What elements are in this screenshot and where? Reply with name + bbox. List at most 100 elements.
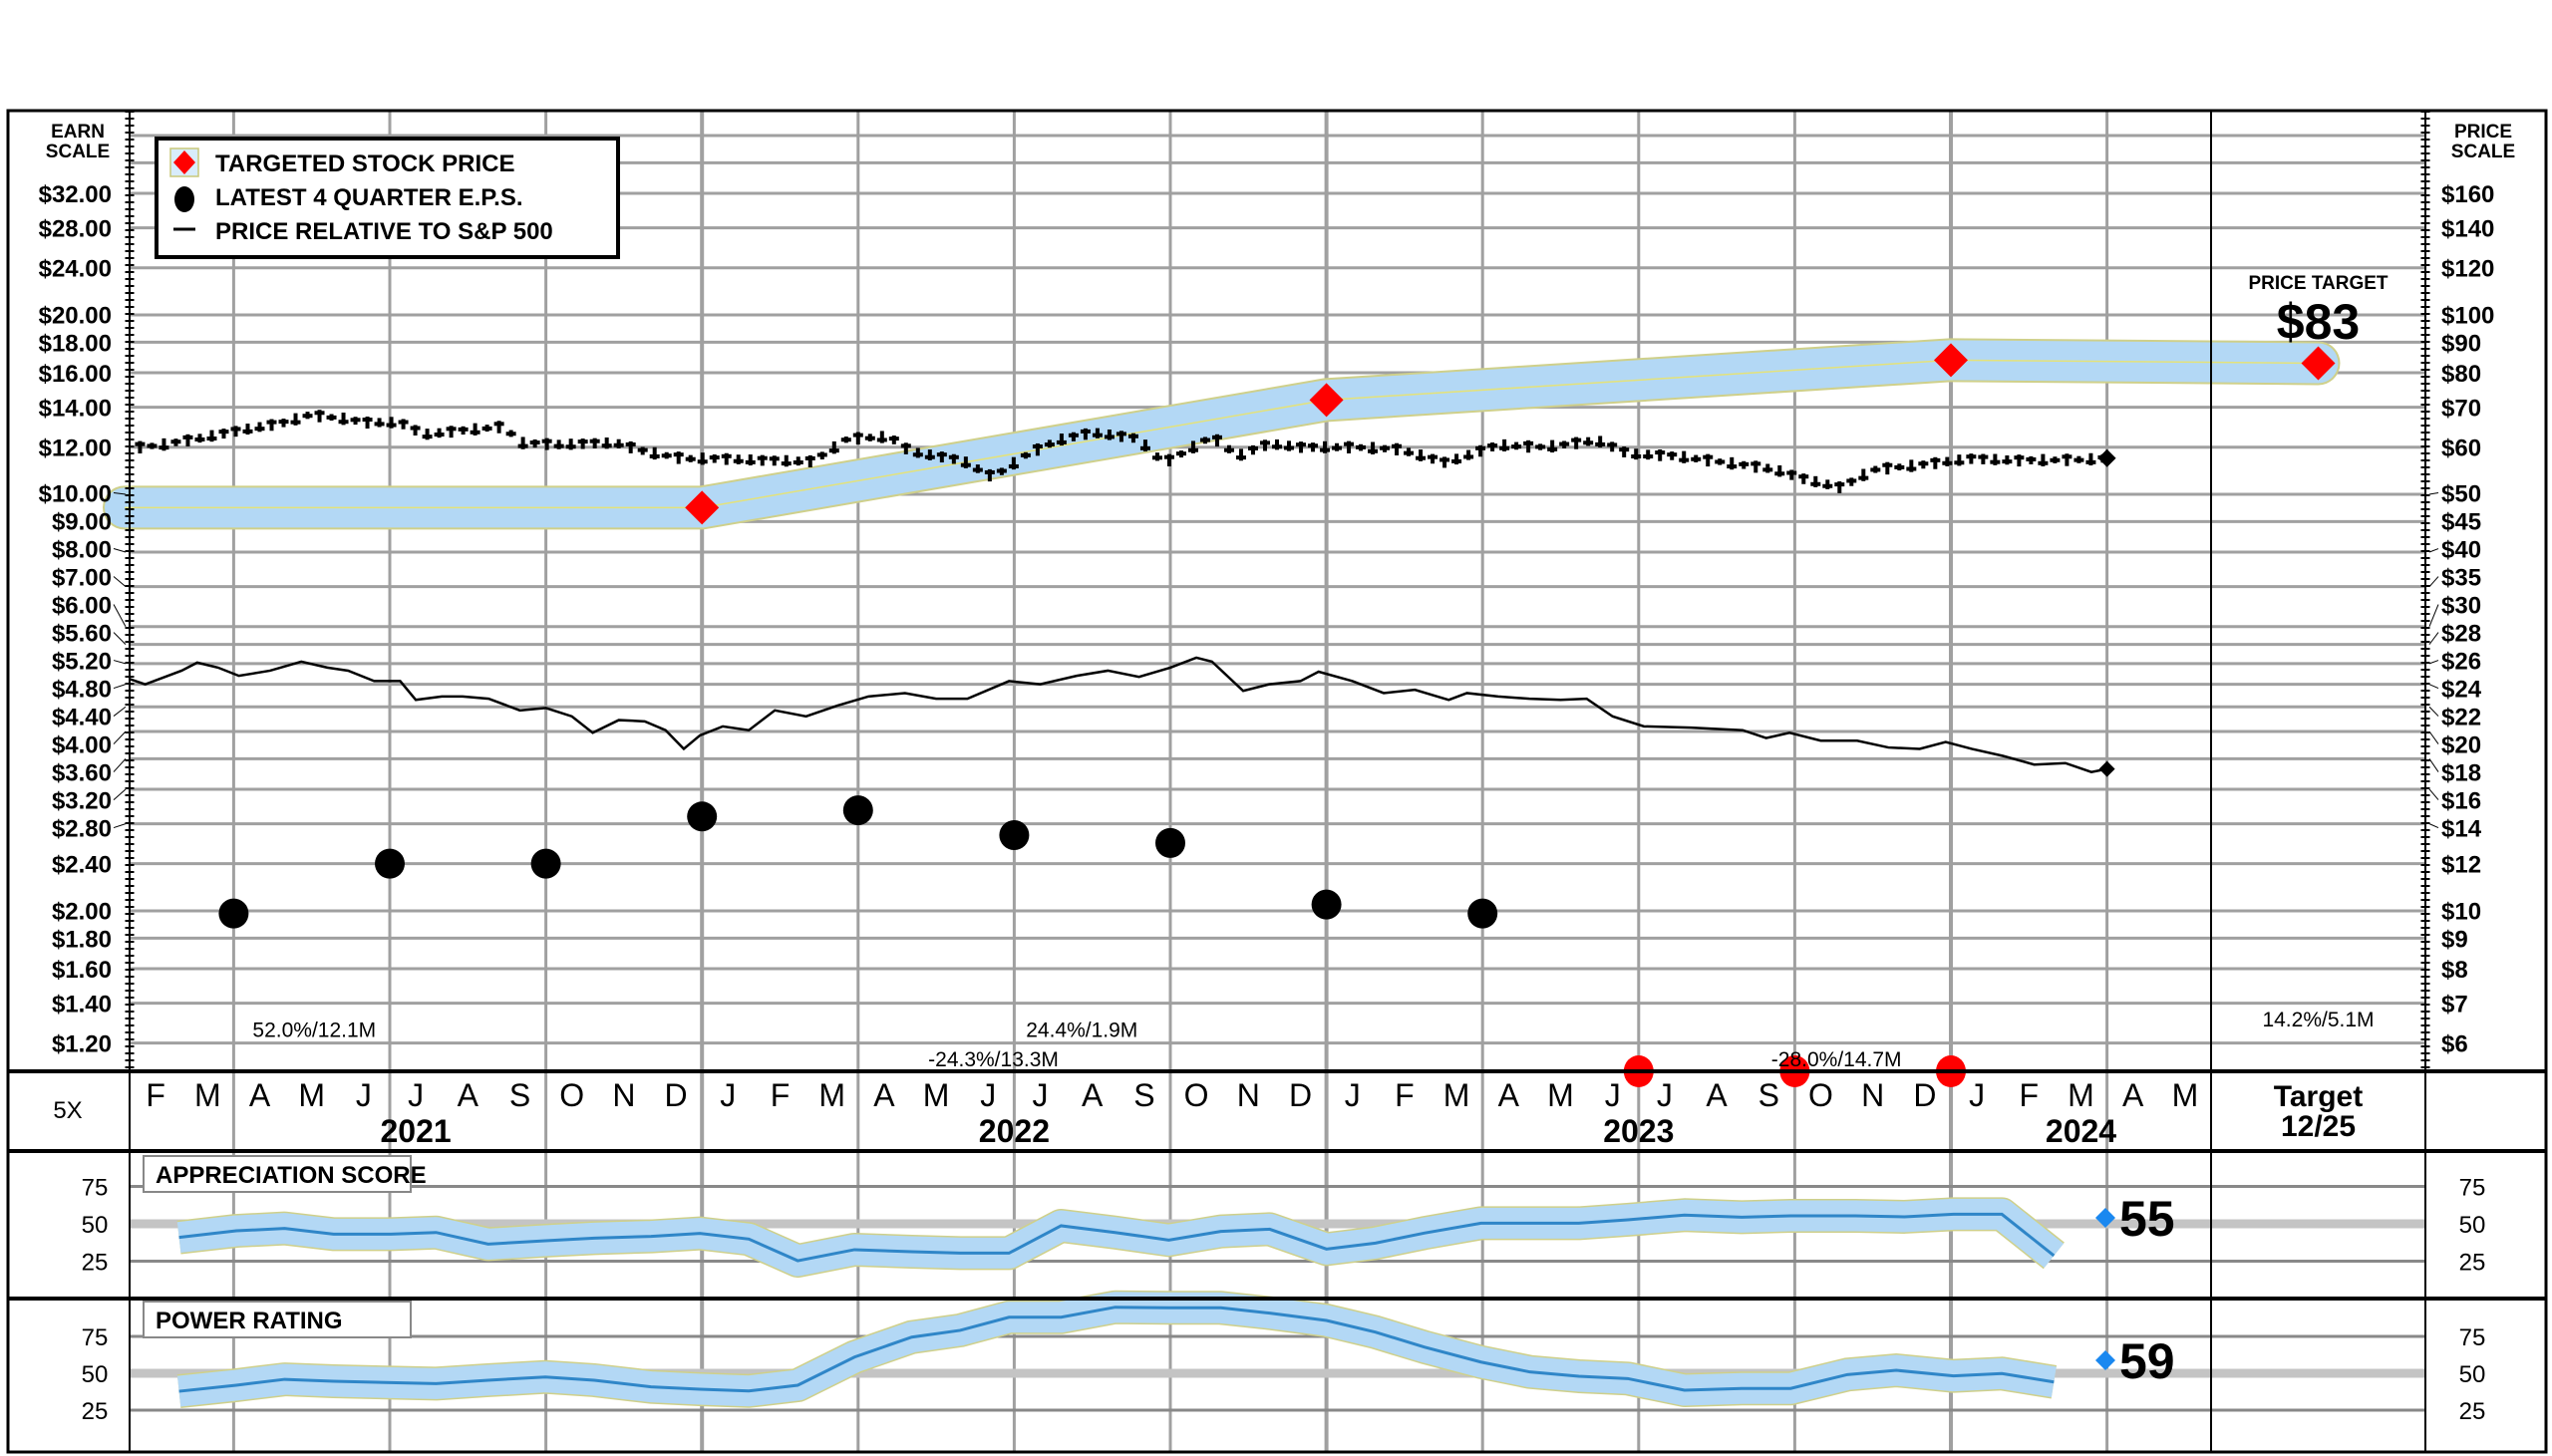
price-scale-tick-label: $7 [2441, 992, 2468, 1019]
price-scale-tick-label: $10 [2441, 899, 2481, 926]
month-label: J [1657, 1077, 1673, 1113]
price-scale-tick-label: $16 [2441, 788, 2481, 815]
earn-scale-leader-line [113, 548, 127, 553]
target-date-label: 12/25 [2281, 1110, 2356, 1143]
earn-scale-leader-line [113, 823, 127, 829]
month-label: J [1969, 1077, 1985, 1113]
month-label: M [2172, 1077, 2199, 1113]
month-label: O [1808, 1077, 1833, 1113]
legend-item-label: TARGETED STOCK PRICE [215, 150, 514, 177]
legend-red-diamond-icon [173, 150, 195, 174]
panel-tick-label-right: 75 [2459, 1324, 2486, 1351]
earn-scale-tick-label: $32.00 [39, 181, 112, 208]
month-label: J [720, 1077, 736, 1113]
price-scale-tick-label: $40 [2441, 537, 2481, 564]
panel-tick-label-right: 50 [2459, 1361, 2486, 1388]
price-scale-tick-label: $24 [2441, 677, 2482, 704]
earn-scale-tick-label: $24.00 [39, 256, 112, 283]
price-end-diamond-icon [2097, 448, 2116, 467]
month-label: N [1237, 1077, 1260, 1113]
month-label: A [1706, 1077, 1728, 1113]
eps-point [375, 848, 405, 879]
score-line [178, 1212, 2056, 1263]
chart-marks [129, 343, 2336, 1393]
month-label: J [980, 1077, 996, 1113]
price-scale-title: PRICE [2454, 122, 2512, 143]
earn-scale-tick-label: $20.00 [39, 303, 112, 330]
panel-tick-label-right: 25 [2459, 1250, 2486, 1277]
price-scale-leader-line [2428, 604, 2439, 627]
current-score-diamond-icon [2095, 1350, 2115, 1370]
volume-annotation: -28.0%/14.7M [1771, 1048, 1902, 1071]
panel-tick-label-left: 25 [82, 1398, 109, 1425]
earn-scale-tick-label: $3.20 [52, 788, 112, 815]
price-scale-leader-line [2428, 492, 2439, 495]
price-scale-tick-label: $80 [2441, 361, 2481, 388]
volume-annotation: 52.0%/12.1M [252, 1019, 376, 1041]
eps-point [687, 801, 718, 832]
earn-scale-tick-label: $12.00 [39, 436, 112, 462]
price-scale-leader-line [2428, 788, 2439, 800]
price-scale-tick-label: $6 [2441, 1031, 2468, 1058]
month-label: M [1547, 1077, 1574, 1113]
panel-tick-label-left: 75 [82, 1324, 109, 1351]
month-label: A [458, 1077, 479, 1113]
earn-scale-tick-label: $3.60 [52, 760, 112, 787]
earn-scale-tick-label: $14.00 [39, 396, 112, 423]
month-label: J [408, 1077, 424, 1113]
month-label: J [1345, 1077, 1361, 1113]
panel-tick-label-right: 50 [2459, 1212, 2486, 1239]
year-label: 2021 [381, 1113, 452, 1149]
relative-strength-line [129, 656, 2107, 773]
price-scale-leader-line [2428, 576, 2439, 588]
price-scale-leader-line [2428, 730, 2439, 744]
panel-title-box [143, 1301, 412, 1338]
eps-point [1467, 898, 1498, 929]
panel-tick-label-left: 50 [82, 1212, 109, 1239]
eps-point [999, 819, 1030, 850]
current-score-value: 55 [2119, 1191, 2175, 1247]
earn-scale-tick-label: $6.00 [52, 593, 112, 620]
earn-scale-leader-line [113, 632, 127, 645]
earn-scale-tick-label: $28.00 [39, 216, 112, 243]
earn-scale-leader-line [113, 604, 127, 627]
panel-tick-label-left: 50 [82, 1361, 109, 1388]
month-label: O [1184, 1077, 1209, 1113]
price-scale-tick-label: $100 [2441, 303, 2494, 330]
month-label: A [1498, 1077, 1520, 1113]
volume-annotation: 24.4%/1.9M [1026, 1019, 1137, 1041]
earn-scale-tick-label: $1.40 [52, 992, 112, 1019]
price-scale-tick-label: $9 [2441, 927, 2468, 954]
eps-point [530, 848, 561, 879]
target-column-label: Target [2274, 1080, 2363, 1113]
earn-scale-tick-label: $8.00 [52, 537, 112, 564]
month-label: M [1443, 1077, 1470, 1113]
target-price-diamond [1934, 343, 1968, 378]
earn-scale-tick-label: $5.20 [52, 649, 112, 676]
target-price-diamond [685, 490, 720, 525]
earn-scale-tick-label: $16.00 [39, 361, 112, 388]
earn-scale-leader-line [113, 788, 127, 800]
panel-title-box [143, 1155, 412, 1193]
month-label: S [509, 1077, 530, 1113]
earn-scale-tick-label: $1.60 [52, 957, 112, 984]
earn-scale-tick-label: $2.80 [52, 816, 112, 843]
month-label: D [1289, 1077, 1312, 1113]
price-scale-tick-label: $70 [2441, 396, 2481, 423]
year-label: 2024 [2046, 1113, 2116, 1149]
panel-title: POWER RATING [156, 1308, 343, 1334]
price-scale-tick-label: $26 [2441, 649, 2481, 676]
month-label: D [1913, 1077, 1936, 1113]
price-scale-leader-line [2428, 758, 2439, 772]
price-scale-tick-label: $14 [2441, 816, 2482, 843]
year-label: 2022 [979, 1113, 1050, 1149]
price-target-title: PRICE TARGET [2248, 273, 2388, 294]
price-target-value: $83 [2277, 294, 2360, 350]
target-price-diamond [1309, 383, 1344, 418]
earn-scale-tick-label: $4.00 [52, 732, 112, 759]
price-scale-tick-label: $18 [2441, 760, 2481, 787]
month-label: M [298, 1077, 325, 1113]
price-scale-leader-line [2428, 660, 2439, 665]
price-scale-tick-label: $28 [2441, 621, 2481, 648]
